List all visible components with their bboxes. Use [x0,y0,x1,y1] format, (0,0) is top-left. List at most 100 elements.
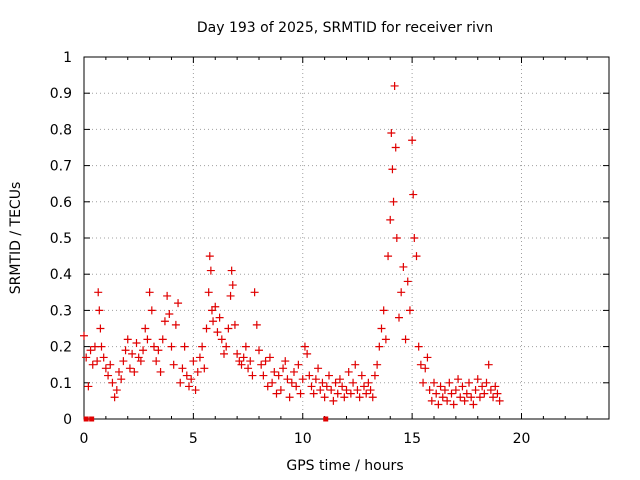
data-point [399,262,408,271]
data-point [259,371,268,380]
y-tick-label: 0.2 [50,340,72,356]
data-point [272,389,281,398]
x-axis-label: GPS time / hours [286,458,403,474]
data-point [388,165,397,174]
data-point [412,252,421,261]
data-point [169,360,178,369]
data-point [99,353,108,362]
data-point [391,143,400,152]
data-point [397,288,406,297]
data-point [309,389,318,398]
data-point [368,393,377,402]
data-point [296,389,305,398]
data-point [204,288,213,297]
data-point [108,378,117,387]
data-point [237,360,246,369]
data-point [187,375,196,384]
data-point [454,375,463,384]
data-point [335,375,344,384]
data-point [143,335,152,344]
data-point [211,302,220,311]
data-point [121,346,130,355]
data-point [305,371,314,380]
data-point [213,328,222,337]
data-point [325,371,333,380]
data-point [366,386,375,395]
data-point [276,386,285,395]
data-point [375,342,384,351]
data-point [410,234,419,242]
data-point [379,306,388,315]
data-point [217,335,226,344]
data-point [110,393,119,402]
y-tick-label: 0.1 [50,376,72,392]
y-tick-label: 1 [63,50,72,66]
data-point [381,335,390,344]
data-point [344,367,353,376]
data-point [147,306,156,315]
data-point [257,360,266,369]
y-axis-label: SRMTID / TECUs [8,182,24,295]
data-point [285,393,294,402]
data-point [252,320,261,329]
data-point [351,360,360,369]
data-point [235,357,244,366]
data-point [387,129,396,138]
data-point [96,324,105,333]
data-point [318,378,327,387]
data-point [456,393,465,402]
data-point [331,378,340,387]
data-point [370,371,379,380]
data-point [360,382,368,391]
data-point [314,364,323,373]
data-point [182,371,191,380]
data-point [377,324,386,333]
data-point [171,320,180,329]
data-point [176,378,185,387]
data-point [386,215,395,224]
data-point [88,360,97,369]
y-tick-label: 0.4 [50,267,72,283]
data-point [465,378,473,387]
data-point [80,331,88,340]
data-point [205,252,214,261]
y-tick-label: 0.8 [50,122,72,138]
data-point [486,386,495,395]
data-point [93,357,102,366]
data-point [132,338,141,347]
data-point [440,386,449,395]
data-point [94,288,103,297]
data-point [395,313,403,322]
data-point [139,346,148,355]
data-point [447,389,456,398]
data-point [473,375,482,384]
data-point [405,306,414,315]
data-point [268,378,277,387]
x-tick-label: 15 [403,431,421,447]
data-point [421,364,430,373]
axis-ticks: 0 5 10 15 20 0 0.1 0.2 0.3 0.4 0.5 0.6 0.7 0.8 0.9 1 [50,50,609,447]
data-point [228,281,237,290]
data-point [141,324,150,333]
data-point [493,389,502,398]
data-point [373,360,382,369]
data-point [300,342,309,351]
data-point [233,349,242,358]
data-point [392,234,401,242]
plot-frame [83,56,610,420]
data-point [329,396,338,405]
data-point [270,367,279,376]
data-point [349,378,358,387]
data-point [195,353,204,362]
data-point [434,400,443,409]
data-point [123,335,132,344]
data-point [338,382,347,391]
data-point [460,396,469,405]
data-point [174,299,183,308]
data-point [419,378,428,387]
data-point [346,389,355,398]
data-point [307,382,316,391]
data-point [112,386,121,395]
data-point [185,382,193,391]
data-point [156,367,165,376]
